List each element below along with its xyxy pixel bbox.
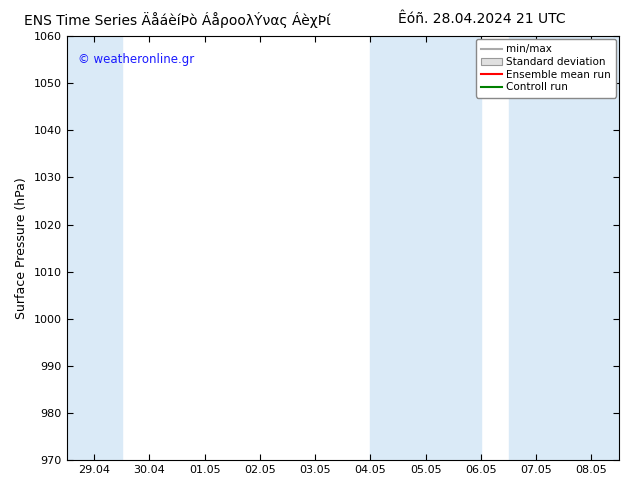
Text: ENS Time Series ÄåáèíÞò ÁåροολÝνας ÁèχÞί: ENS Time Series ÄåáèíÞò ÁåροολÝνας ÁèχÞί xyxy=(24,12,331,28)
Text: © weatheronline.gr: © weatheronline.gr xyxy=(77,53,194,66)
Y-axis label: Surface Pressure (hPa): Surface Pressure (hPa) xyxy=(15,177,28,319)
Text: Êóñ. 28.04.2024 21 UTC: Êóñ. 28.04.2024 21 UTC xyxy=(398,12,566,26)
Legend: min/max, Standard deviation, Ensemble mean run, Controll run: min/max, Standard deviation, Ensemble me… xyxy=(476,39,616,98)
Bar xyxy=(564,36,619,460)
Bar xyxy=(67,36,122,460)
Bar xyxy=(370,36,425,460)
Bar xyxy=(425,36,481,460)
Bar xyxy=(508,36,564,460)
